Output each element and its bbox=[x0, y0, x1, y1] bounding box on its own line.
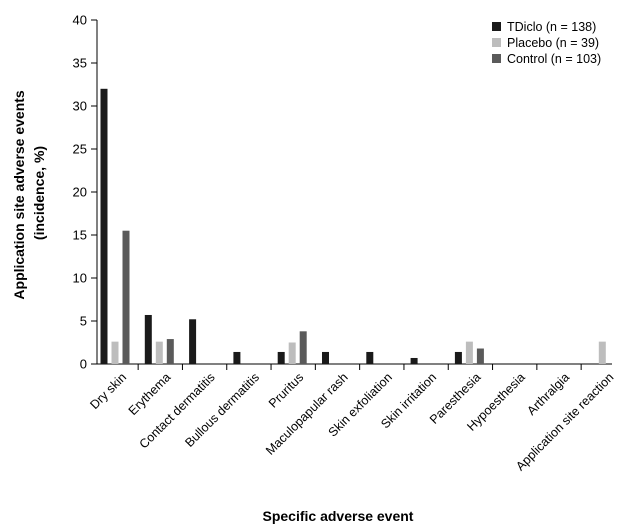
y-tick-label: 30 bbox=[73, 99, 87, 114]
x-axis-title: Specific adverse event bbox=[263, 508, 414, 524]
bar-placebo bbox=[155, 341, 163, 364]
bar-tdiclo bbox=[144, 314, 152, 364]
legend-label: TDiclo (n = 138) bbox=[507, 20, 596, 34]
y-tick-label: 10 bbox=[73, 271, 87, 286]
category-label: Contact dermatitis bbox=[137, 370, 218, 451]
y-tick-label: 35 bbox=[73, 56, 87, 71]
category-label: Maculopapular rash bbox=[263, 370, 351, 458]
bar-tdiclo bbox=[366, 351, 374, 364]
legend-label: Placebo (n = 39) bbox=[507, 36, 599, 50]
bar-control bbox=[476, 348, 484, 364]
y-axis: 0 5 10 15 20 25 30 35 40 bbox=[73, 13, 98, 372]
bars bbox=[100, 88, 606, 365]
legend-swatch bbox=[492, 54, 501, 63]
bar-tdiclo bbox=[189, 319, 197, 364]
y-tick-label: 20 bbox=[73, 185, 87, 200]
y-tick-label: 15 bbox=[73, 228, 87, 243]
category-label: Bullous dermatitis bbox=[182, 370, 262, 450]
y-tick-label: 0 bbox=[80, 357, 87, 372]
y-axis-title-line2: (incidence, %) bbox=[31, 146, 47, 240]
bar-placebo bbox=[465, 341, 473, 364]
bar-control bbox=[122, 230, 130, 364]
y-tick-label: 5 bbox=[80, 314, 87, 329]
legend-label: Control (n = 103) bbox=[507, 52, 601, 66]
bar-control bbox=[299, 331, 307, 364]
category-label: Pruritus bbox=[266, 370, 306, 410]
y-axis-title-line1: Application site adverse events bbox=[11, 90, 27, 300]
legend: TDiclo (n = 138) Placebo (n = 39) Control … bbox=[492, 20, 601, 66]
bar-tdiclo bbox=[277, 351, 285, 364]
bar-placebo bbox=[598, 341, 606, 364]
bar-tdiclo bbox=[322, 351, 329, 364]
bar-tdiclo bbox=[233, 351, 241, 364]
legend-swatch bbox=[492, 22, 501, 31]
y-tick-label: 25 bbox=[73, 142, 87, 157]
category-label: Dry skin bbox=[87, 370, 129, 412]
bar-tdiclo bbox=[454, 351, 462, 364]
bar-placebo bbox=[288, 342, 296, 364]
bar-tdiclo bbox=[410, 357, 418, 364]
bar-control bbox=[166, 339, 174, 364]
bar-tdiclo bbox=[100, 88, 108, 365]
y-tick-label: 40 bbox=[73, 13, 87, 28]
y-axis-title: Application site adverse events (inciden… bbox=[11, 86, 47, 299]
legend-swatch bbox=[492, 38, 501, 47]
bar-placebo bbox=[111, 341, 119, 364]
